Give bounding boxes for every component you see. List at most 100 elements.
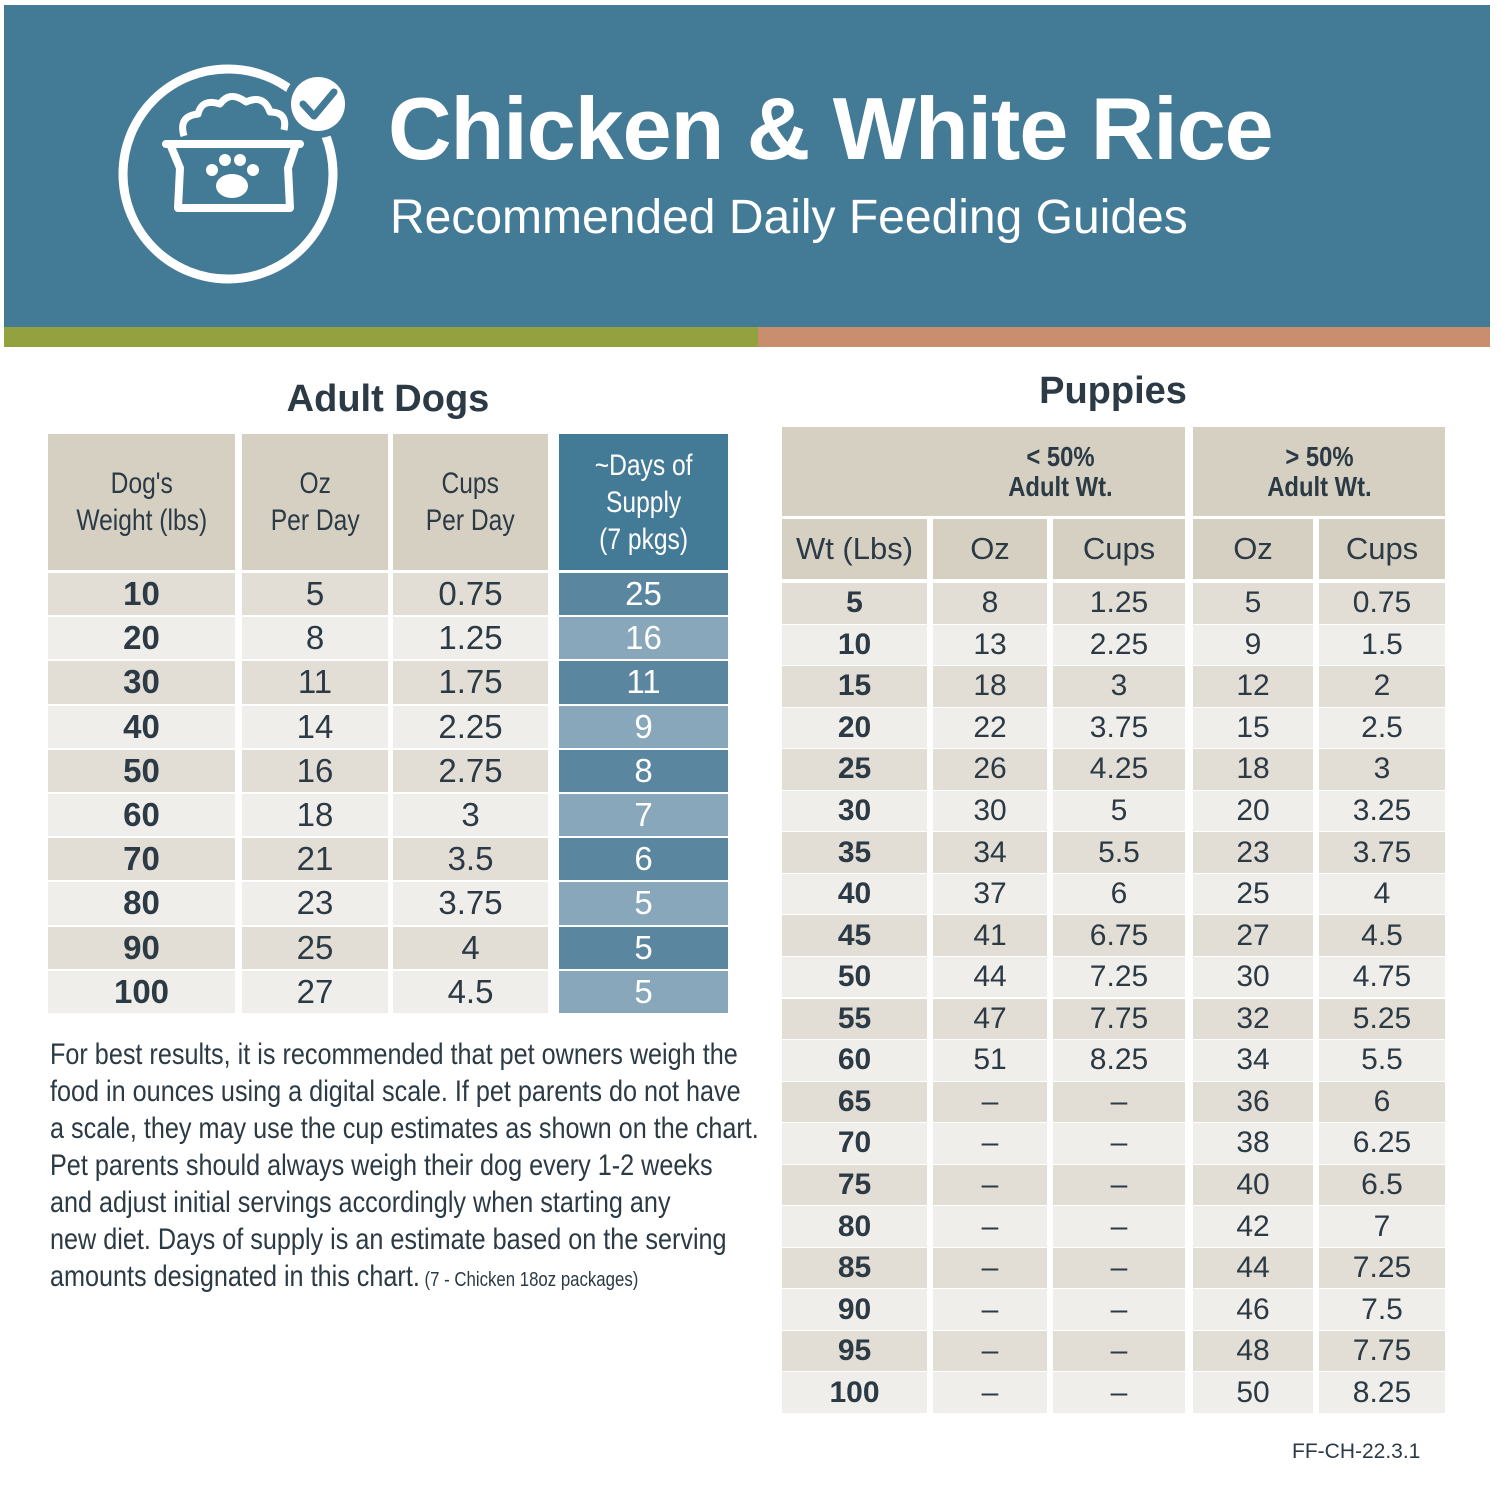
puppy-data-cell: 30 xyxy=(933,790,1047,832)
puppy-data-cell: 2 xyxy=(1319,666,1445,707)
puppies-group-header: > 50% Adult Wt. xyxy=(1193,427,1445,516)
puppy-weight-cell: 85 xyxy=(782,1247,927,1289)
adult-data-cell: 4.5 xyxy=(393,970,548,1013)
puppy-data-cell: 9 xyxy=(1193,624,1313,666)
puppy-data-cell: 3 xyxy=(1053,666,1185,707)
adult-header-cell: Oz Per Day xyxy=(242,434,388,570)
puppy-data-cell: 15 xyxy=(1193,707,1313,749)
adult-data-cell: 8 xyxy=(559,749,728,792)
adult-data-cell: 3 xyxy=(393,794,548,837)
puppy-data-cell: 8.25 xyxy=(1319,1372,1445,1413)
puppy-data-cell: – xyxy=(1053,1330,1185,1372)
adult-data-cell: 27 xyxy=(242,970,388,1013)
puppy-data-cell: 23 xyxy=(1193,832,1313,873)
puppy-data-cell: 6.75 xyxy=(1053,915,1185,956)
adult-data-cell: 25 xyxy=(242,926,388,969)
puppy-data-cell: 44 xyxy=(1193,1247,1313,1289)
puppy-data-cell: 6 xyxy=(1053,873,1185,915)
puppy-weight-cell: 90 xyxy=(782,1289,927,1330)
note-line: new diet. Days of supply is an estimate … xyxy=(50,1223,727,1256)
puppy-data-cell: 34 xyxy=(1193,1040,1313,1081)
puppy-data-cell: – xyxy=(933,1372,1047,1413)
adult-header-cell: Dog's Weight (lbs) xyxy=(48,434,235,570)
puppy-data-cell: – xyxy=(933,1330,1047,1372)
adult-weight-cell: 60 xyxy=(48,794,235,837)
note-line: and adjust initial servings accordingly … xyxy=(50,1186,671,1219)
puppy-data-cell: 3.75 xyxy=(1053,707,1185,749)
puppy-weight-cell: 75 xyxy=(782,1164,927,1206)
accent-stripe-orange xyxy=(758,327,1490,347)
puppy-data-cell: – xyxy=(1053,1081,1185,1123)
adult-data-cell: 3.75 xyxy=(393,882,548,925)
puppy-data-cell: 8.25 xyxy=(1053,1040,1185,1081)
accent-stripe-green xyxy=(4,327,758,347)
puppy-data-cell: 5.25 xyxy=(1319,998,1445,1040)
adult-data-cell: 1.25 xyxy=(393,617,548,660)
puppy-weight-cell: 25 xyxy=(782,749,927,790)
page-title: Chicken & White Rice xyxy=(388,79,1274,178)
page-subtitle: Recommended Daily Feeding Guides xyxy=(390,191,1188,244)
puppy-weight-cell: 50 xyxy=(782,956,927,998)
puppy-weight-cell: 20 xyxy=(782,707,927,749)
puppy-data-cell: – xyxy=(1053,1372,1185,1413)
adult-data-cell: 16 xyxy=(242,749,388,792)
puppy-data-cell: 13 xyxy=(933,624,1047,666)
puppy-data-cell: – xyxy=(933,1081,1047,1123)
puppy-data-cell: 6.25 xyxy=(1319,1123,1445,1164)
puppy-data-cell: 5 xyxy=(1193,583,1313,624)
puppy-data-cell: – xyxy=(933,1164,1047,1206)
adult-data-cell: 2.75 xyxy=(393,749,548,792)
puppy-data-cell: 8 xyxy=(933,583,1047,624)
puppies-column-header: Oz xyxy=(1193,519,1313,579)
puppy-data-cell: 41 xyxy=(933,915,1047,956)
note-line: amounts designated in this chart. (7 - C… xyxy=(50,1260,639,1293)
puppy-data-cell: 7.25 xyxy=(1319,1247,1445,1289)
puppy-data-cell: 40 xyxy=(1193,1164,1313,1206)
adult-dogs-title: Adult Dogs xyxy=(286,378,490,420)
adult-data-cell: 6 xyxy=(559,838,728,881)
puppy-data-cell: 50 xyxy=(1193,1372,1313,1413)
puppy-data-cell: 48 xyxy=(1193,1330,1313,1372)
puppy-data-cell: 6.5 xyxy=(1319,1164,1445,1206)
adult-data-cell: 4 xyxy=(393,926,548,969)
adult-weight-cell: 80 xyxy=(48,882,235,925)
adult-data-cell: 3.5 xyxy=(393,838,548,881)
puppy-data-cell: 5.5 xyxy=(1053,832,1185,873)
puppy-data-cell: 27 xyxy=(1193,915,1313,956)
adult-weight-cell: 100 xyxy=(48,970,235,1013)
puppy-data-cell: 1.25 xyxy=(1053,583,1185,624)
puppy-weight-cell: 35 xyxy=(782,832,927,873)
adult-data-cell: 14 xyxy=(242,705,388,748)
puppy-weight-cell: 40 xyxy=(782,873,927,915)
adult-data-cell: 11 xyxy=(242,661,388,704)
adult-data-cell: 5 xyxy=(559,926,728,969)
puppies-column-header: Wt (Lbs) xyxy=(782,519,927,579)
adult-data-cell: 16 xyxy=(559,617,728,660)
adult-data-cell: 5 xyxy=(559,882,728,925)
puppy-data-cell: – xyxy=(1053,1247,1185,1289)
puppy-data-cell: 22 xyxy=(933,707,1047,749)
puppy-data-cell: 42 xyxy=(1193,1206,1313,1247)
puppy-data-cell: 4.25 xyxy=(1053,749,1185,790)
adult-data-cell: 21 xyxy=(242,838,388,881)
puppies-group-header: < 50% Adult Wt. xyxy=(936,427,1185,516)
puppy-weight-cell: 65 xyxy=(782,1081,927,1123)
adult-data-cell: 0.75 xyxy=(393,573,548,616)
puppy-data-cell: 2.5 xyxy=(1319,707,1445,749)
adult-header-cell: Cups Per Day xyxy=(393,434,548,570)
puppy-weight-cell: 80 xyxy=(782,1206,927,1247)
adult-data-cell: 2.25 xyxy=(393,705,548,748)
puppies-title: Puppies xyxy=(1039,370,1187,412)
adult-data-cell: 7 xyxy=(559,794,728,837)
adult-data-cell: 1.75 xyxy=(393,661,548,704)
puppy-weight-cell: 10 xyxy=(782,624,927,666)
adult-data-cell: 9 xyxy=(559,705,728,748)
puppy-data-cell: 1.5 xyxy=(1319,624,1445,666)
puppy-weight-cell: 55 xyxy=(782,998,927,1040)
puppy-data-cell: 7.25 xyxy=(1053,956,1185,998)
puppy-weight-cell: 100 xyxy=(782,1372,927,1413)
puppy-data-cell: 3.75 xyxy=(1319,832,1445,873)
adult-weight-cell: 50 xyxy=(48,749,235,792)
dog-food-bowl-check-icon xyxy=(118,64,352,284)
puppy-weight-cell: 5 xyxy=(782,583,927,624)
